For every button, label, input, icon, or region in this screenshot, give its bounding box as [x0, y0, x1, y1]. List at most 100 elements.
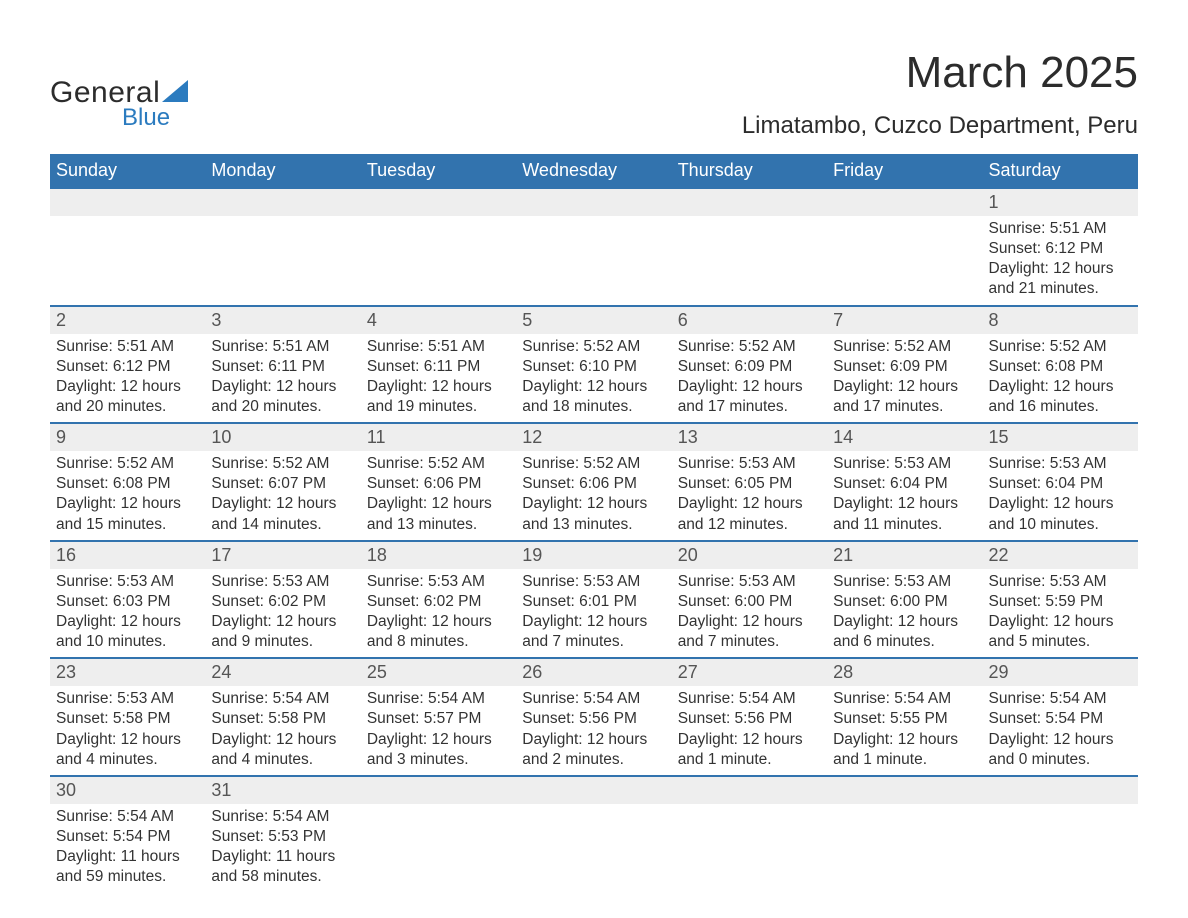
day-number: 3 — [205, 307, 360, 334]
day-number: 18 — [361, 542, 516, 569]
day-number: 22 — [983, 542, 1138, 569]
sunrise-text: Sunrise: 5:52 AM — [211, 454, 354, 474]
day-data: Sunrise: 5:54 AMSunset: 5:54 PMDaylight:… — [983, 686, 1138, 775]
calendar-day-cell — [983, 776, 1138, 893]
day-data — [983, 804, 1138, 812]
calendar-day-cell — [50, 188, 205, 306]
day-number — [983, 777, 1138, 804]
page-title: March 2025 — [742, 48, 1138, 98]
day-number: 30 — [50, 777, 205, 804]
daylight-text: Daylight: 12 hours and 21 minutes. — [989, 259, 1132, 299]
day-number: 26 — [516, 659, 671, 686]
sunset-text: Sunset: 6:02 PM — [211, 592, 354, 612]
sunset-text: Sunset: 6:06 PM — [522, 474, 665, 494]
day-number: 25 — [361, 659, 516, 686]
day-data: Sunrise: 5:53 AMSunset: 6:02 PMDaylight:… — [361, 569, 516, 658]
calendar-day-cell: 24Sunrise: 5:54 AMSunset: 5:58 PMDayligh… — [205, 658, 360, 776]
day-number: 7 — [827, 307, 982, 334]
day-data: Sunrise: 5:51 AMSunset: 6:12 PMDaylight:… — [983, 216, 1138, 305]
day-number: 20 — [672, 542, 827, 569]
calendar-day-cell: 22Sunrise: 5:53 AMSunset: 5:59 PMDayligh… — [983, 541, 1138, 659]
day-data: Sunrise: 5:52 AMSunset: 6:08 PMDaylight:… — [983, 334, 1138, 423]
calendar-day-cell — [827, 776, 982, 893]
day-data: Sunrise: 5:54 AMSunset: 5:54 PMDaylight:… — [50, 804, 205, 893]
calendar-day-cell: 19Sunrise: 5:53 AMSunset: 6:01 PMDayligh… — [516, 541, 671, 659]
calendar-day-cell: 21Sunrise: 5:53 AMSunset: 6:00 PMDayligh… — [827, 541, 982, 659]
sunrise-text: Sunrise: 5:52 AM — [56, 454, 199, 474]
day-number: 28 — [827, 659, 982, 686]
sunset-text: Sunset: 6:09 PM — [678, 357, 821, 377]
daylight-text: Daylight: 11 hours and 58 minutes. — [211, 847, 354, 887]
calendar-day-cell: 31Sunrise: 5:54 AMSunset: 5:53 PMDayligh… — [205, 776, 360, 893]
daylight-text: Daylight: 12 hours and 7 minutes. — [678, 612, 821, 652]
weekday-header: Wednesday — [516, 154, 671, 188]
calendar-week-row: 16Sunrise: 5:53 AMSunset: 6:03 PMDayligh… — [50, 541, 1138, 659]
weekday-header: Sunday — [50, 154, 205, 188]
weekday-header: Friday — [827, 154, 982, 188]
day-number — [672, 189, 827, 216]
day-number: 21 — [827, 542, 982, 569]
sunset-text: Sunset: 5:59 PM — [989, 592, 1132, 612]
daylight-text: Daylight: 12 hours and 10 minutes. — [989, 494, 1132, 534]
day-data: Sunrise: 5:53 AMSunset: 5:59 PMDaylight:… — [983, 569, 1138, 658]
calendar-day-cell: 13Sunrise: 5:53 AMSunset: 6:05 PMDayligh… — [672, 423, 827, 541]
weekday-header: Tuesday — [361, 154, 516, 188]
sunset-text: Sunset: 6:08 PM — [56, 474, 199, 494]
daylight-text: Daylight: 12 hours and 4 minutes. — [56, 730, 199, 770]
sunset-text: Sunset: 6:07 PM — [211, 474, 354, 494]
day-data — [827, 804, 982, 812]
sunrise-text: Sunrise: 5:51 AM — [56, 337, 199, 357]
sunrise-text: Sunrise: 5:53 AM — [989, 454, 1132, 474]
calendar-week-row: 9Sunrise: 5:52 AMSunset: 6:08 PMDaylight… — [50, 423, 1138, 541]
header: General Blue March 2025 Limatambo, Cuzco… — [50, 48, 1138, 140]
sunrise-text: Sunrise: 5:53 AM — [678, 454, 821, 474]
sunset-text: Sunset: 5:57 PM — [367, 709, 510, 729]
day-number: 14 — [827, 424, 982, 451]
sunrise-text: Sunrise: 5:52 AM — [367, 454, 510, 474]
day-data: Sunrise: 5:54 AMSunset: 5:57 PMDaylight:… — [361, 686, 516, 775]
sunset-text: Sunset: 5:53 PM — [211, 827, 354, 847]
sunrise-text: Sunrise: 5:52 AM — [522, 337, 665, 357]
sunrise-text: Sunrise: 5:51 AM — [367, 337, 510, 357]
calendar-day-cell: 12Sunrise: 5:52 AMSunset: 6:06 PMDayligh… — [516, 423, 671, 541]
daylight-text: Daylight: 12 hours and 17 minutes. — [678, 377, 821, 417]
daylight-text: Daylight: 12 hours and 4 minutes. — [211, 730, 354, 770]
day-data — [827, 216, 982, 224]
sunset-text: Sunset: 6:08 PM — [989, 357, 1132, 377]
sail-icon — [162, 80, 188, 102]
sunset-text: Sunset: 6:01 PM — [522, 592, 665, 612]
sunset-text: Sunset: 5:56 PM — [522, 709, 665, 729]
day-data: Sunrise: 5:52 AMSunset: 6:07 PMDaylight:… — [205, 451, 360, 540]
day-data: Sunrise: 5:54 AMSunset: 5:53 PMDaylight:… — [205, 804, 360, 893]
logo-text-blue: Blue — [122, 104, 170, 132]
calendar-day-cell: 14Sunrise: 5:53 AMSunset: 6:04 PMDayligh… — [827, 423, 982, 541]
calendar-day-cell: 26Sunrise: 5:54 AMSunset: 5:56 PMDayligh… — [516, 658, 671, 776]
day-data: Sunrise: 5:54 AMSunset: 5:55 PMDaylight:… — [827, 686, 982, 775]
day-data: Sunrise: 5:52 AMSunset: 6:08 PMDaylight:… — [50, 451, 205, 540]
sunrise-text: Sunrise: 5:52 AM — [678, 337, 821, 357]
day-data: Sunrise: 5:53 AMSunset: 6:01 PMDaylight:… — [516, 569, 671, 658]
day-data — [516, 216, 671, 224]
day-number: 11 — [361, 424, 516, 451]
sunrise-text: Sunrise: 5:54 AM — [56, 807, 199, 827]
daylight-text: Daylight: 12 hours and 18 minutes. — [522, 377, 665, 417]
calendar-day-cell: 4Sunrise: 5:51 AMSunset: 6:11 PMDaylight… — [361, 306, 516, 424]
day-number: 5 — [516, 307, 671, 334]
daylight-text: Daylight: 12 hours and 7 minutes. — [522, 612, 665, 652]
calendar-day-cell: 18Sunrise: 5:53 AMSunset: 6:02 PMDayligh… — [361, 541, 516, 659]
calendar-week-row: 30Sunrise: 5:54 AMSunset: 5:54 PMDayligh… — [50, 776, 1138, 893]
sunrise-text: Sunrise: 5:53 AM — [367, 572, 510, 592]
sunrise-text: Sunrise: 5:52 AM — [833, 337, 976, 357]
sunset-text: Sunset: 6:11 PM — [211, 357, 354, 377]
sunset-text: Sunset: 6:12 PM — [989, 239, 1132, 259]
day-number: 2 — [50, 307, 205, 334]
sunset-text: Sunset: 6:06 PM — [367, 474, 510, 494]
day-data: Sunrise: 5:51 AMSunset: 6:11 PMDaylight:… — [205, 334, 360, 423]
day-data: Sunrise: 5:51 AMSunset: 6:11 PMDaylight:… — [361, 334, 516, 423]
calendar-week-row: 2Sunrise: 5:51 AMSunset: 6:12 PMDaylight… — [50, 306, 1138, 424]
sunrise-text: Sunrise: 5:54 AM — [211, 689, 354, 709]
calendar-day-cell: 10Sunrise: 5:52 AMSunset: 6:07 PMDayligh… — [205, 423, 360, 541]
daylight-text: Daylight: 12 hours and 1 minute. — [833, 730, 976, 770]
day-number — [361, 189, 516, 216]
calendar-day-cell: 29Sunrise: 5:54 AMSunset: 5:54 PMDayligh… — [983, 658, 1138, 776]
